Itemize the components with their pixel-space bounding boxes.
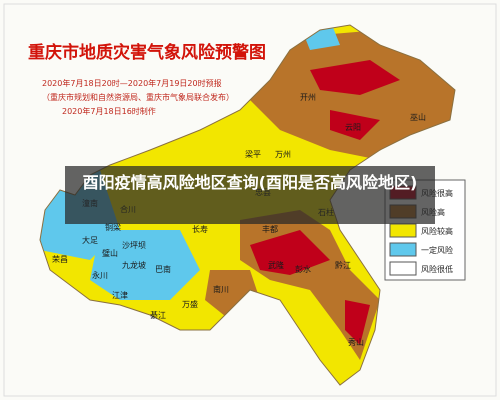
legend-label: 风险较高	[421, 226, 453, 236]
legend-label: 风险很低	[421, 264, 453, 274]
place-label: 丰都	[262, 224, 278, 234]
place-label: 秀山	[348, 337, 364, 347]
place-label: 沙坪坝	[122, 241, 146, 250]
caption: 酉阳疫情高风险地区查询(酉阳是否高风险地区)	[65, 166, 435, 224]
subtitle: 2020年7月18日16时制作	[62, 106, 156, 116]
place-label: 南川	[213, 284, 229, 294]
legend-swatch	[389, 223, 417, 238]
subtitle: 2020年7月18日20时—2020年7月19日20时预报	[42, 78, 222, 88]
place-label: 万盛	[182, 299, 198, 309]
place-label: 綦江	[150, 310, 166, 320]
place-label: 大足	[82, 235, 98, 245]
place-label: 云阳	[345, 123, 361, 132]
place-label: 万州	[275, 150, 291, 159]
legend-label: 一定风险	[421, 245, 453, 255]
legend-swatch	[389, 242, 417, 257]
place-label: 永川	[92, 270, 108, 280]
place-label: 九龙坡	[122, 260, 146, 270]
place-label: 开州	[300, 93, 316, 102]
place-label: 江津	[112, 290, 128, 300]
place-label: 长寿	[192, 224, 208, 234]
legend-label: 风险很高	[421, 188, 453, 198]
place-label: 铜梁	[105, 222, 121, 232]
place-label: 荣昌	[52, 254, 68, 264]
legend-swatch	[389, 261, 417, 276]
place-label: 巫山	[410, 112, 426, 122]
place-label: 黔江	[335, 260, 351, 270]
place-label: 彭水	[295, 264, 311, 274]
place-label: 巴南	[155, 264, 171, 274]
subtitle: （重庆市规划和自然资源局、重庆市气象局联合发布）	[42, 92, 234, 102]
place-label: 武隆	[268, 260, 284, 270]
map-title: 重庆市地质灾害气象风险预警图	[28, 42, 266, 63]
place-label: 璧山	[102, 248, 118, 258]
place-label: 梁平	[245, 150, 261, 159]
